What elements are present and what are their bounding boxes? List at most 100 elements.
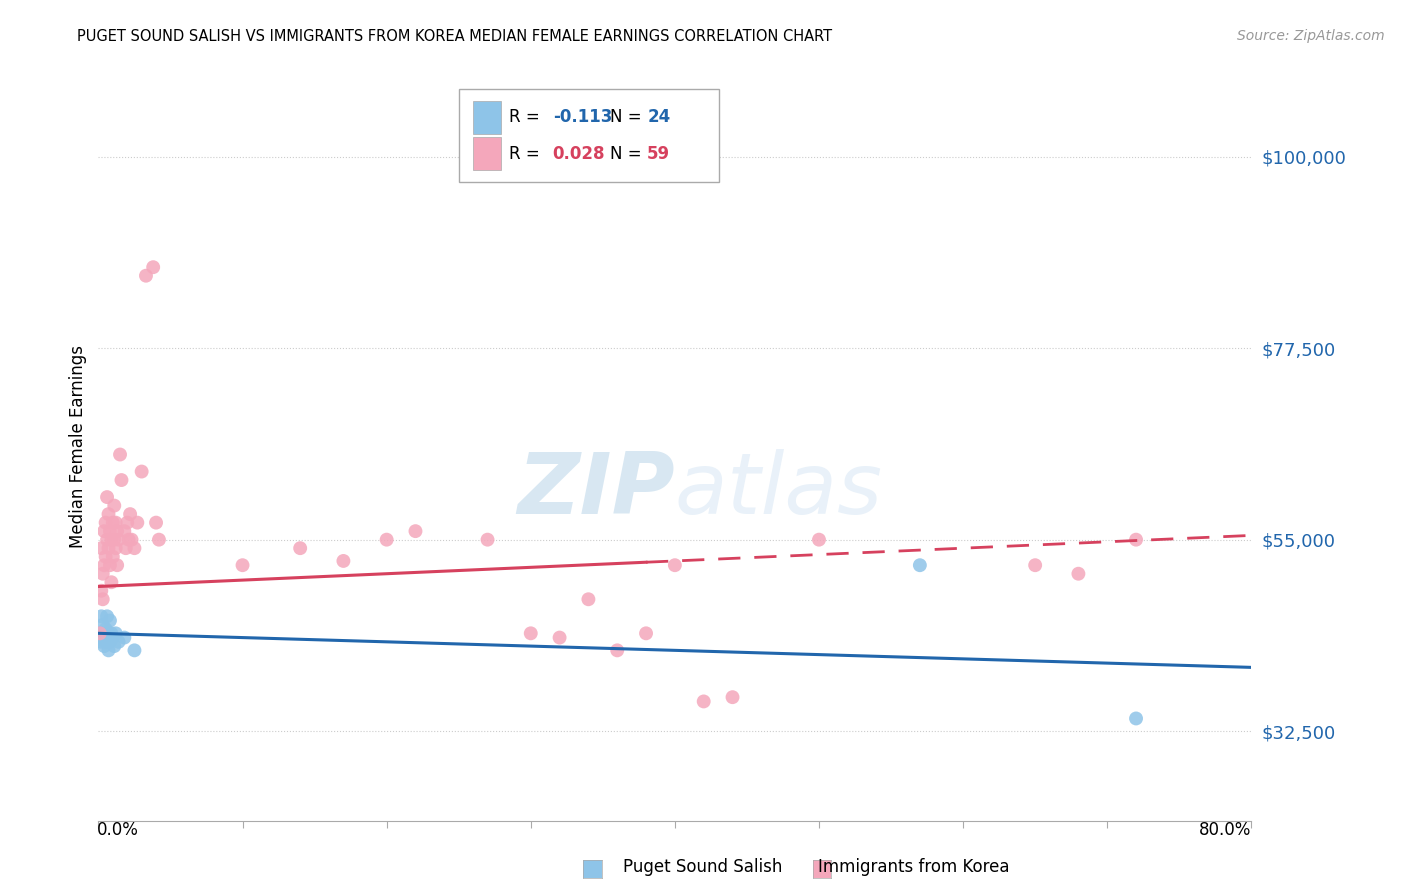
Text: ZIP: ZIP <box>517 450 675 533</box>
Point <box>114 541 136 556</box>
Point <box>91 617 114 632</box>
Point <box>93 639 115 653</box>
Point <box>124 541 146 556</box>
Point <box>578 592 600 607</box>
Point <box>97 507 120 521</box>
Point <box>101 549 124 564</box>
Point <box>117 516 139 530</box>
Point <box>148 533 170 547</box>
Point <box>90 541 112 556</box>
Text: N =: N = <box>610 108 647 126</box>
Point <box>124 643 146 657</box>
FancyBboxPatch shape <box>472 137 501 170</box>
Point <box>93 524 115 538</box>
Point <box>96 533 118 547</box>
Point <box>96 490 118 504</box>
Point <box>231 558 254 573</box>
Point <box>477 533 499 547</box>
Point <box>98 524 121 538</box>
Point <box>142 260 165 275</box>
Point <box>108 448 131 462</box>
Point <box>94 549 117 564</box>
Point <box>91 566 114 581</box>
Text: 59: 59 <box>647 145 671 162</box>
Text: Source: ZipAtlas.com: Source: ZipAtlas.com <box>1237 29 1385 43</box>
Point <box>127 516 149 530</box>
Point <box>104 516 127 530</box>
Point <box>96 609 118 624</box>
Point <box>91 631 114 645</box>
Point <box>94 635 117 649</box>
Point <box>101 516 124 530</box>
Text: 80.0%: 80.0% <box>1199 821 1251 838</box>
Point <box>520 626 543 640</box>
Text: atlas: atlas <box>675 450 883 533</box>
Point <box>91 592 114 607</box>
Point <box>98 614 121 628</box>
Point <box>118 533 141 547</box>
Point <box>1067 566 1090 581</box>
Point <box>1125 711 1147 725</box>
Point <box>112 631 135 645</box>
Text: R =: R = <box>509 145 546 162</box>
Point <box>97 643 120 657</box>
Point <box>103 533 125 547</box>
Point <box>94 622 117 636</box>
Point <box>93 558 115 573</box>
Point <box>90 583 112 598</box>
Point <box>101 631 124 645</box>
Point <box>103 639 125 653</box>
Point <box>100 575 122 590</box>
FancyBboxPatch shape <box>472 101 501 134</box>
Point <box>94 516 117 530</box>
Point <box>606 643 628 657</box>
Point <box>1125 533 1147 547</box>
Point <box>104 541 127 556</box>
Point <box>100 626 122 640</box>
Point <box>1024 558 1046 573</box>
Point <box>808 533 831 547</box>
Text: Puget Sound Salish: Puget Sound Salish <box>623 858 783 876</box>
Text: R =: R = <box>509 108 546 126</box>
Point <box>636 626 658 640</box>
Point <box>145 516 167 530</box>
Point <box>693 694 716 708</box>
Point <box>93 626 115 640</box>
Point <box>97 626 120 640</box>
Point <box>89 626 111 640</box>
Point <box>90 609 112 624</box>
Point <box>135 268 157 283</box>
Text: Immigrants from Korea: Immigrants from Korea <box>818 858 1010 876</box>
Point <box>664 558 686 573</box>
Point <box>90 635 112 649</box>
Point <box>290 541 312 556</box>
Point <box>131 465 153 479</box>
Point <box>120 507 142 521</box>
Point <box>721 690 744 705</box>
Text: 0.0%: 0.0% <box>97 821 139 838</box>
Point <box>375 533 398 547</box>
Point <box>96 631 118 645</box>
Point <box>97 541 120 556</box>
Point <box>110 473 132 487</box>
Point <box>105 558 128 573</box>
Point <box>98 558 121 573</box>
Point <box>89 626 111 640</box>
Text: PUGET SOUND SALISH VS IMMIGRANTS FROM KOREA MEDIAN FEMALE EARNINGS CORRELATION C: PUGET SOUND SALISH VS IMMIGRANTS FROM KO… <box>77 29 832 44</box>
Point <box>908 558 931 573</box>
Text: N =: N = <box>610 145 647 162</box>
Point <box>103 499 125 513</box>
Point <box>332 554 354 568</box>
Text: 24: 24 <box>647 108 671 126</box>
Y-axis label: Median Female Earnings: Median Female Earnings <box>69 344 87 548</box>
Point <box>112 524 135 538</box>
Point <box>100 533 122 547</box>
Point <box>548 631 571 645</box>
Point <box>121 533 143 547</box>
Point <box>104 626 127 640</box>
Point <box>98 635 121 649</box>
Point <box>105 524 128 538</box>
Text: 0.028: 0.028 <box>553 145 605 162</box>
Text: -0.113: -0.113 <box>553 108 612 126</box>
Point <box>107 635 129 649</box>
